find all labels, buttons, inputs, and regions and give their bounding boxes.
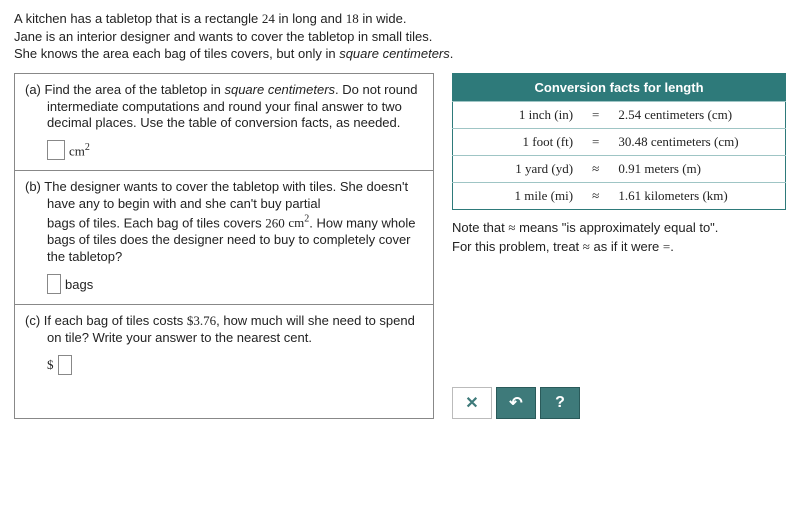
undo-button[interactable]: ↶ bbox=[496, 387, 536, 419]
part-a-label: (a) bbox=[25, 82, 41, 97]
dim-length: 24 bbox=[262, 11, 275, 26]
approx-symbol: ≈ bbox=[508, 220, 515, 235]
intro-line1-pre: A kitchen has a tabletop that is a recta… bbox=[14, 11, 262, 26]
area-input[interactable] bbox=[47, 140, 65, 160]
part-c: (c) If each bag of tiles costs $3.76, ho… bbox=[25, 313, 423, 375]
intro-line1-mid: in long and bbox=[275, 11, 346, 26]
cover-unit: cm bbox=[288, 215, 304, 230]
note2-pre: For this problem, treat bbox=[452, 239, 583, 254]
conversion-title: Conversion facts for length bbox=[453, 73, 786, 101]
unit-cm: cm bbox=[69, 143, 85, 158]
part-b: (b) The designer wants to cover the tabl… bbox=[25, 179, 423, 294]
undo-icon: ↶ bbox=[509, 393, 522, 413]
note1-pre: Note that bbox=[452, 220, 508, 235]
intro-line2: Jane is an interior designer and wants t… bbox=[14, 28, 786, 46]
part-a-pre: Find the area of the tabletop in bbox=[41, 82, 225, 97]
part-b-text1: The designer wants to cover the tabletop… bbox=[41, 179, 408, 211]
part-c-label: (c) bbox=[25, 313, 40, 328]
question-panel: (a) Find the area of the tabletop in squ… bbox=[14, 73, 434, 419]
table-row: 1 inch (in) = 2.54 centimeters (cm) bbox=[453, 101, 786, 128]
part-a: (a) Find the area of the tabletop in squ… bbox=[25, 82, 423, 161]
note2-post: . bbox=[670, 239, 674, 254]
reference-panel: Conversion facts for length 1 inch (in) … bbox=[452, 73, 786, 419]
unit-exp: 2 bbox=[85, 142, 90, 153]
part-b-label: (b) bbox=[25, 179, 41, 194]
intro-line1-post: in wide. bbox=[359, 11, 407, 26]
help-button[interactable]: ? bbox=[540, 387, 580, 419]
problem-intro: A kitchen has a tabletop that is a recta… bbox=[14, 10, 786, 63]
cover-value: 260 bbox=[265, 215, 285, 230]
table-row: 1 yard (yd) ≈ 0.91 meters (m) bbox=[453, 155, 786, 182]
answer-a: cm2 bbox=[47, 140, 423, 160]
approx-symbol: ≈ bbox=[583, 239, 590, 254]
bags-input[interactable] bbox=[47, 274, 61, 294]
part-b-text2-pre: bags of tiles. Each bag of tiles covers bbox=[47, 215, 265, 230]
intro-line3-pre: She knows the area each bag of tiles cov… bbox=[14, 46, 339, 61]
note1-post: means "is approximately equal to". bbox=[516, 220, 719, 235]
table-row: 1 mile (mi) ≈ 1.61 kilometers (km) bbox=[453, 182, 786, 209]
note2-mid: as if it were bbox=[590, 239, 663, 254]
close-button[interactable]: ✕ bbox=[452, 387, 492, 419]
dollar-prefix: $ bbox=[47, 357, 54, 373]
intro-line3-em: square centimeters bbox=[339, 46, 450, 61]
price: $3.76 bbox=[187, 313, 216, 328]
part-a-em: square centimeters bbox=[224, 82, 335, 97]
bags-unit: bags bbox=[65, 277, 93, 292]
conversion-table: Conversion facts for length 1 inch (in) … bbox=[452, 73, 786, 210]
divider bbox=[15, 170, 433, 171]
action-toolbar: ✕ ↶ ? bbox=[452, 387, 786, 419]
conversion-note: Note that ≈ means "is approximately equa… bbox=[452, 218, 786, 257]
dim-width: 18 bbox=[346, 11, 359, 26]
table-row: 1 foot (ft) = 30.48 centimeters (cm) bbox=[453, 128, 786, 155]
answer-c: $ bbox=[47, 355, 423, 375]
intro-line3-post: . bbox=[450, 46, 454, 61]
cost-input[interactable] bbox=[58, 355, 72, 375]
part-c-pre: If each bag of tiles costs bbox=[40, 313, 187, 328]
answer-b: bags bbox=[47, 274, 423, 294]
close-icon: ✕ bbox=[465, 393, 478, 413]
help-icon: ? bbox=[555, 394, 565, 412]
divider bbox=[15, 304, 433, 305]
